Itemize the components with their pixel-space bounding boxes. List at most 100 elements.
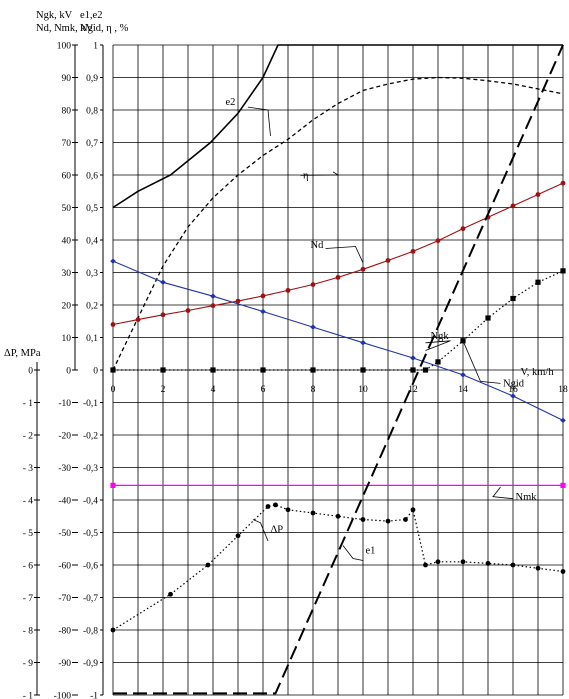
- series-Nmk: [110, 482, 566, 488]
- data-point-Nd: [510, 203, 516, 209]
- annotation-label: Nmk: [516, 492, 538, 503]
- data-point-Nd: [110, 322, 116, 327]
- ratio-tick-label: -0,8: [83, 627, 98, 637]
- mpa-tick-label: - 7: [23, 594, 34, 604]
- data-point-ΔP: [205, 562, 211, 568]
- x-tick-label: 8: [311, 385, 316, 395]
- x-tick-label: 14: [458, 385, 468, 395]
- data-point-ΔP: [385, 518, 391, 524]
- ratio-axis-header-line2: Ngid, η , %: [80, 23, 129, 34]
- x-tick-label: 2: [161, 385, 166, 395]
- annotation-leader: [300, 171, 340, 176]
- x-tick-label: 16: [508, 385, 518, 395]
- data-point-ΔP: [235, 533, 241, 539]
- ratio-tick-label: -0,5: [83, 529, 98, 539]
- ratio-tick-label: 0,3: [86, 269, 98, 279]
- data-point-Ngid: [460, 338, 466, 344]
- annotation-leader: [425, 340, 451, 351]
- kv-tick-label: 40: [62, 237, 72, 247]
- data-point-Nd: [260, 293, 266, 299]
- mpa-axis-header: ΔP, MPa: [4, 348, 41, 359]
- x-tick-label: 6: [261, 385, 266, 395]
- kv-axis-header-line2: Nd, Nmk, kV: [36, 23, 94, 34]
- series-η: [112, 76, 564, 371]
- annotation-leader: [492, 486, 514, 500]
- kv-tick-label: 20: [62, 302, 72, 312]
- ratio-tick-label: 0,9: [86, 74, 98, 84]
- ratio-tick-label: 0,7: [86, 139, 98, 149]
- data-point-Ngk: [510, 393, 516, 399]
- x-axis-label: V, km/h: [521, 367, 555, 378]
- kv-tick-label: -20: [58, 432, 71, 442]
- data-point-ΔP: [460, 559, 466, 565]
- data-point-ΔP: [423, 562, 428, 568]
- data-point-Ngid: [510, 295, 516, 302]
- x-tick-label: 12: [408, 385, 418, 395]
- data-point-Nd: [435, 238, 441, 244]
- data-point-ΔP: [485, 560, 491, 566]
- x-tick-label: 0: [111, 385, 116, 395]
- annotation-leader: [342, 545, 364, 561]
- data-point-Ngk: [110, 258, 116, 264]
- series-Nd: [110, 180, 566, 327]
- ratio-tick-label: -0,1: [83, 399, 98, 409]
- annotation-label: Ngid: [503, 378, 525, 389]
- ratio-tick-label: -0,2: [83, 432, 98, 442]
- mpa-tick-label: - 5: [23, 529, 34, 539]
- data-point-Ngid: [110, 367, 116, 373]
- data-point-Nmk: [110, 482, 116, 488]
- data-point-Nd: [410, 248, 416, 254]
- data-point-Nd: [560, 180, 566, 186]
- ratio-tick-label: 0: [93, 367, 98, 377]
- data-point-Ngk: [310, 324, 316, 330]
- data-point-Ngk: [460, 372, 466, 378]
- data-point-Nd: [210, 303, 216, 309]
- mpa-tick-label: - 1: [23, 692, 34, 699]
- ratio-tick-label: -0,3: [83, 464, 98, 474]
- kv-tick-label: -100: [54, 692, 72, 699]
- kv-tick-label: 100: [57, 42, 72, 52]
- ratio-tick-label: 0,8: [86, 107, 98, 117]
- ratio-tick-label: 1: [93, 42, 98, 52]
- data-point-ΔP: [510, 562, 516, 568]
- data-point-ΔP: [410, 507, 416, 513]
- ratio-tick-label: 0,5: [86, 204, 98, 214]
- data-point-Ngid: [160, 367, 166, 373]
- series-ΔP: [110, 502, 566, 633]
- annotation-leader: [325, 246, 364, 263]
- data-point-Ngk: [160, 279, 166, 286]
- data-point-Ngk: [260, 308, 266, 315]
- x-tick-label: 4: [211, 385, 216, 395]
- data-point-Ngk: [410, 355, 416, 361]
- ratio-tick-label: -0,9: [83, 659, 98, 669]
- annotation-label: e1: [366, 546, 376, 557]
- data-point-Nd: [385, 258, 391, 263]
- ratio-tick-label: 0,1: [86, 334, 98, 344]
- data-point-Ngid: [560, 268, 566, 274]
- grid-lines: [112, 44, 564, 696]
- kv-tick-label: -70: [58, 594, 71, 604]
- kv-tick-label: -10: [58, 399, 71, 409]
- annotation-leader: [247, 106, 271, 137]
- data-point-Nd: [135, 317, 141, 323]
- annotation-leader: [252, 519, 269, 542]
- data-point-ΔP: [335, 513, 341, 519]
- kv-tick-label: 90: [62, 74, 72, 84]
- data-point-Nd: [460, 226, 466, 232]
- data-point-Nd: [235, 298, 241, 304]
- data-point-Ngid: [422, 367, 429, 373]
- data-point-Ngid: [260, 367, 266, 373]
- series-line-ΔP: [112, 504, 564, 631]
- data-point-ΔP: [535, 565, 541, 571]
- ratio-tick-label: 0,6: [86, 172, 98, 182]
- series-line-e2: [112, 44, 563, 209]
- series-e1: [113, 44, 564, 695]
- kv-tick-label: 50: [62, 204, 72, 214]
- data-point-ΔP: [360, 517, 366, 522]
- data-point-Ngk: [360, 339, 366, 346]
- x-tick-label: 10: [358, 385, 368, 395]
- data-point-Ngk: [560, 417, 566, 424]
- data-point-ΔP: [403, 517, 408, 522]
- annotation-label: Nd: [311, 240, 325, 251]
- series-e2: [112, 44, 563, 209]
